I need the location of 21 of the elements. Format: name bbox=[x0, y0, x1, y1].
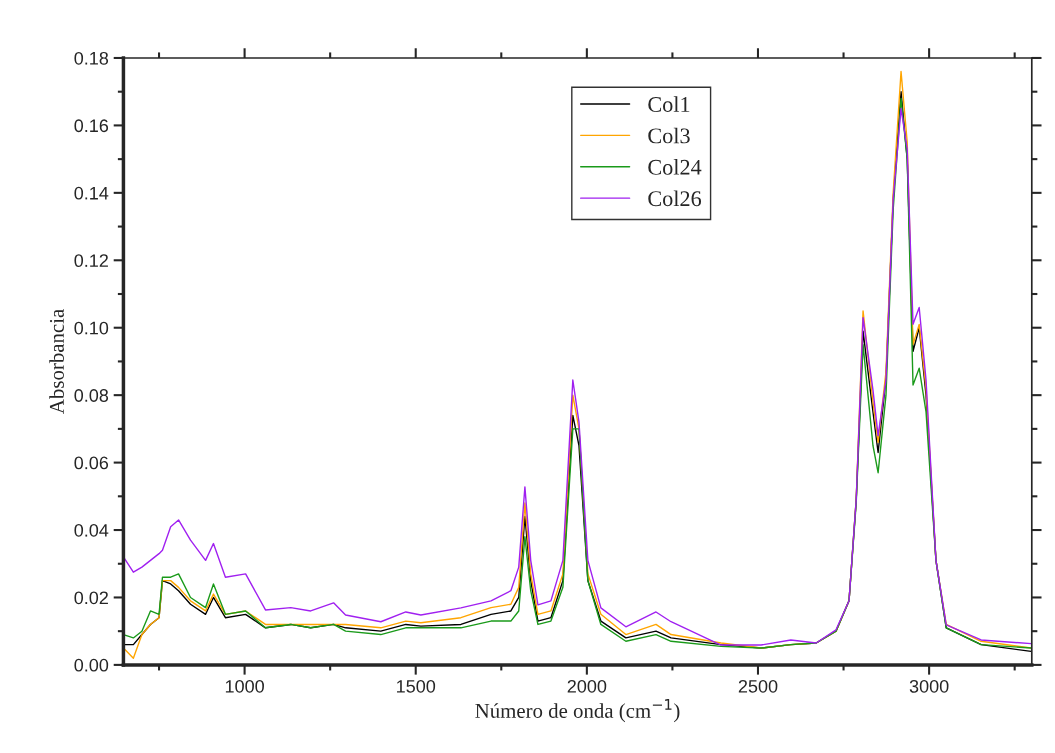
y-tick-label: 0.10 bbox=[74, 321, 109, 335]
legend-label: Col1 bbox=[648, 96, 690, 112]
x-tick-label: 2500 bbox=[738, 679, 778, 693]
y-tick-label: 0.16 bbox=[74, 119, 109, 133]
y-tick-label: 0.06 bbox=[74, 456, 109, 470]
y-axis-title: Absorbancia bbox=[49, 309, 64, 414]
y-tick-label: 0.00 bbox=[74, 658, 109, 672]
y-tick-label: 0.12 bbox=[74, 254, 108, 268]
x-tick-label: 1500 bbox=[397, 679, 436, 693]
legend-label: Col3 bbox=[648, 127, 690, 144]
y-tick-label: 0.04 bbox=[74, 523, 109, 537]
legend-label: Col24 bbox=[648, 159, 702, 175]
y-tick-label: 0.02 bbox=[74, 591, 108, 605]
y-tick-label: 0.14 bbox=[74, 186, 109, 200]
legend-label: Col26 bbox=[648, 190, 702, 207]
x-tick-label: 3000 bbox=[909, 679, 949, 693]
y-tick-label: 0.08 bbox=[74, 389, 109, 402]
x-tick-label: 1000 bbox=[225, 679, 264, 693]
y-tick-label: 0.18 bbox=[74, 51, 109, 65]
x-tick-label: 2000 bbox=[567, 679, 607, 693]
x-axis-title: Número de onda (cm$^{−1}$) bbox=[475, 699, 680, 723]
